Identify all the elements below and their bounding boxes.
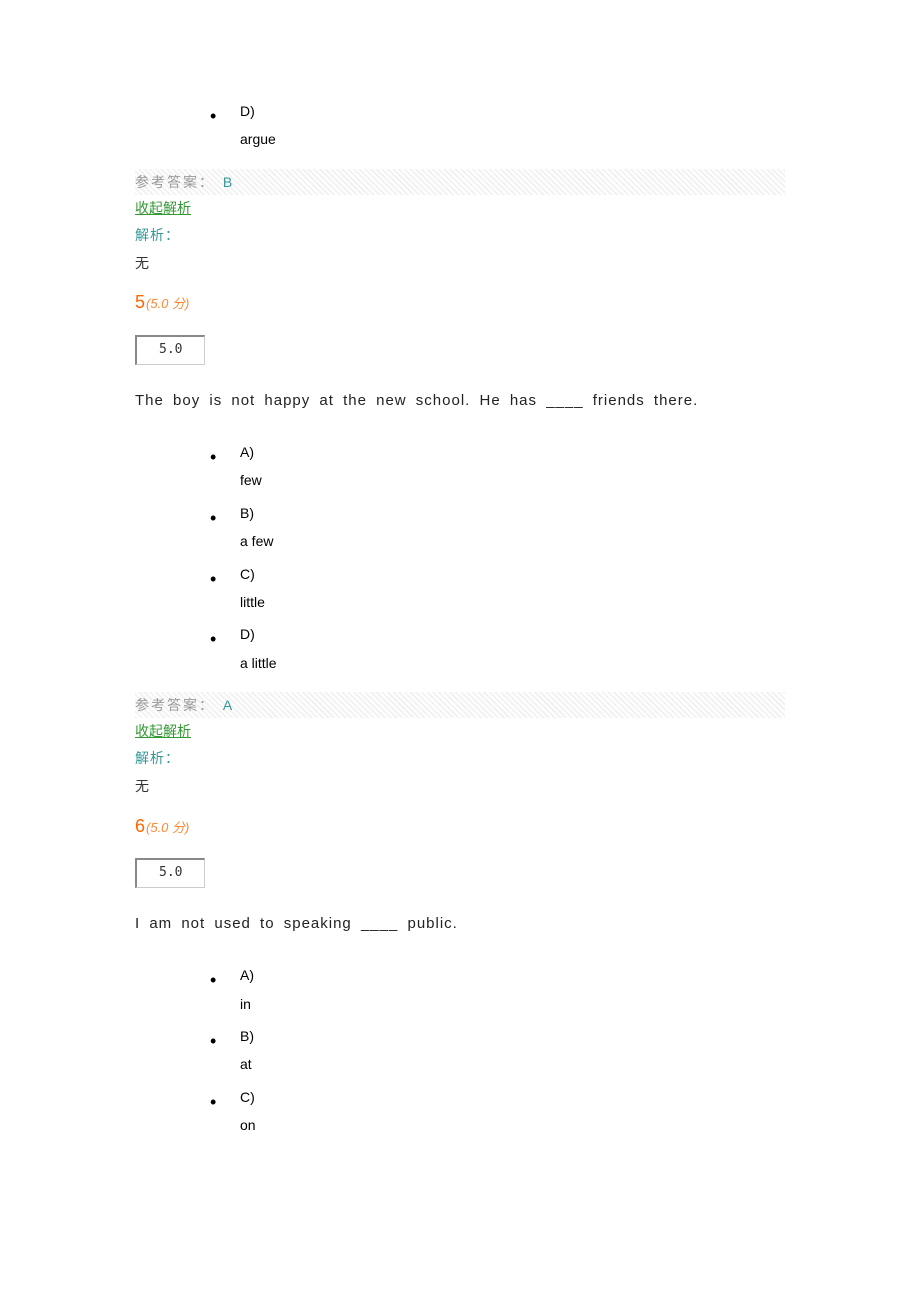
option-letter: B) bbox=[240, 502, 785, 524]
option-letter: D) bbox=[240, 623, 785, 645]
answer-label: 参考答案： bbox=[135, 174, 215, 190]
question-number: 6 bbox=[135, 816, 145, 836]
analysis-body: 无 bbox=[135, 775, 785, 797]
q4-options: D) argue bbox=[210, 100, 785, 151]
option-a[interactable]: A) in bbox=[210, 964, 785, 1015]
collapse-analysis-link[interactable]: 收起解析 bbox=[135, 720, 191, 742]
answer-value: A bbox=[223, 697, 233, 713]
question-points: (5.0 分) bbox=[146, 820, 189, 835]
option-text: at bbox=[240, 1053, 785, 1075]
option-c[interactable]: C) little bbox=[210, 563, 785, 614]
analysis-label: 解析： bbox=[135, 747, 785, 769]
option-letter: D) bbox=[240, 100, 785, 122]
option-letter: B) bbox=[240, 1025, 785, 1047]
q5-text: The boy is not happy at the new school. … bbox=[135, 389, 785, 413]
q6-text: I am not used to speaking ____ public. bbox=[135, 912, 785, 936]
option-text: few bbox=[240, 469, 785, 491]
option-b[interactable]: B) at bbox=[210, 1025, 785, 1076]
option-letter: C) bbox=[240, 563, 785, 585]
analysis-label: 解析： bbox=[135, 224, 785, 246]
question-number: 5 bbox=[135, 292, 145, 312]
option-d[interactable]: D) argue bbox=[210, 100, 785, 151]
q5-answer-row: 参考答案： A bbox=[135, 692, 785, 718]
answer-label: 参考答案： bbox=[135, 697, 215, 713]
option-c[interactable]: C) on bbox=[210, 1086, 785, 1137]
question-points: (5.0 分) bbox=[146, 296, 189, 311]
answer-value: B bbox=[223, 174, 233, 190]
option-d[interactable]: D) a little bbox=[210, 623, 785, 674]
option-text: argue bbox=[240, 128, 785, 150]
option-letter: A) bbox=[240, 441, 785, 463]
option-b[interactable]: B) a few bbox=[210, 502, 785, 553]
q5-header: 5(5.0 分) bbox=[135, 288, 785, 317]
option-a[interactable]: A) few bbox=[210, 441, 785, 492]
q5-options: A) few B) a few C) little D) a little bbox=[210, 441, 785, 674]
option-text: in bbox=[240, 993, 785, 1015]
q6-options: A) in B) at C) on bbox=[210, 964, 785, 1136]
score-box: 5.0 bbox=[135, 335, 205, 365]
score-box: 5.0 bbox=[135, 858, 205, 888]
q4-answer-row: 参考答案： B bbox=[135, 169, 785, 195]
analysis-body: 无 bbox=[135, 252, 785, 274]
option-text: on bbox=[240, 1114, 785, 1136]
q6-header: 6(5.0 分) bbox=[135, 812, 785, 841]
collapse-analysis-link[interactable]: 收起解析 bbox=[135, 197, 191, 219]
option-text: a little bbox=[240, 652, 785, 674]
option-text: little bbox=[240, 591, 785, 613]
option-text: a few bbox=[240, 530, 785, 552]
option-letter: A) bbox=[240, 964, 785, 986]
option-letter: C) bbox=[240, 1086, 785, 1108]
